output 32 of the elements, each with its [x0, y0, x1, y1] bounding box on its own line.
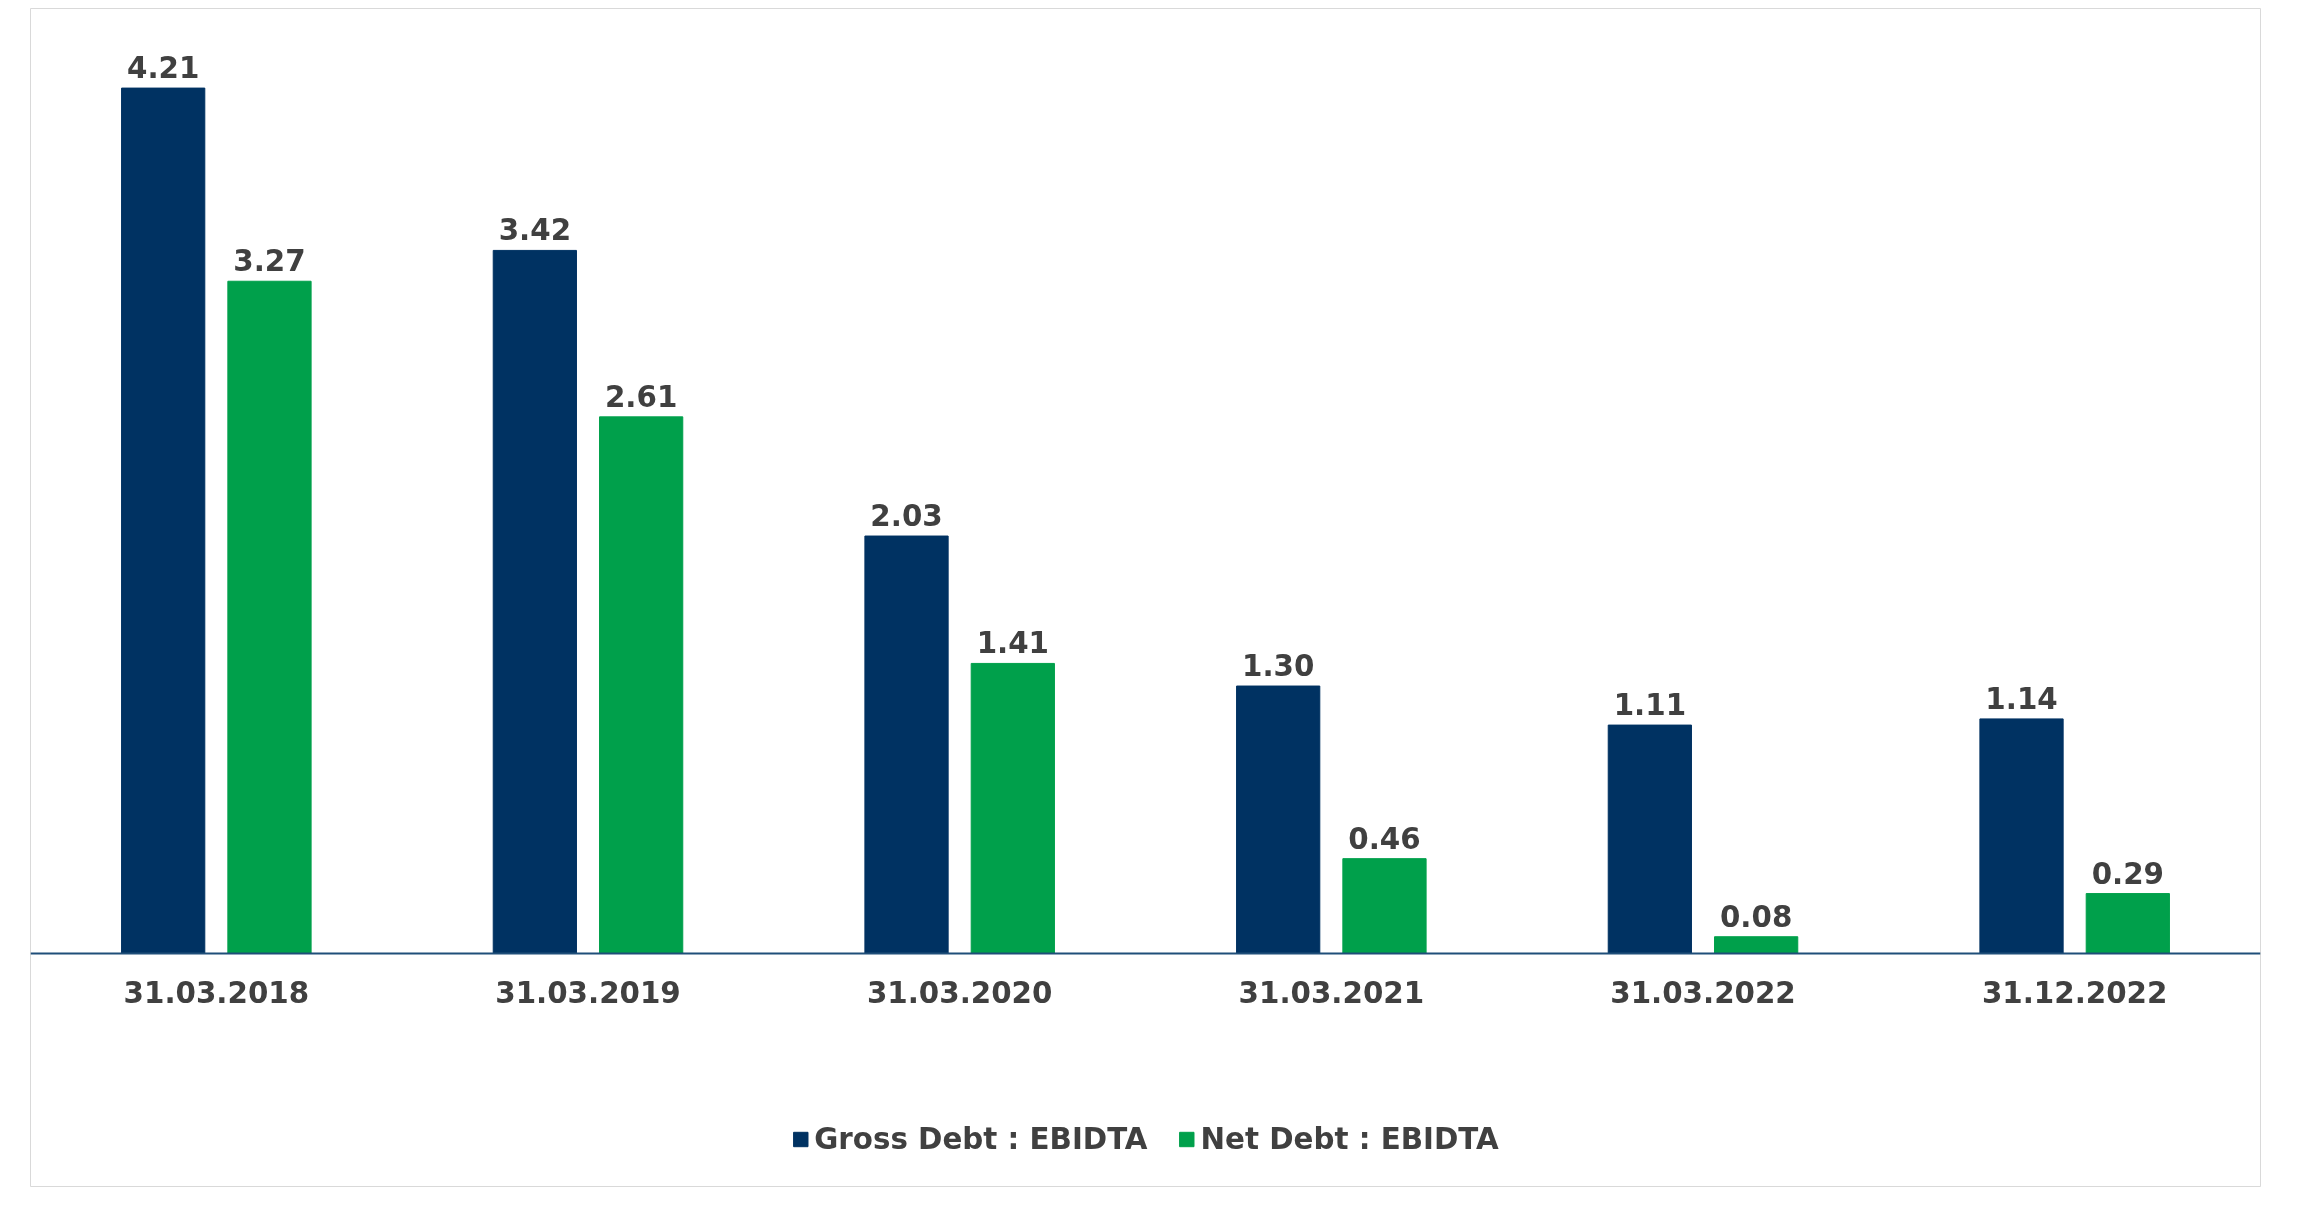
- bar: [1342, 858, 1427, 954]
- data-label: 0.08: [1719, 899, 1793, 934]
- bar: [1979, 718, 2064, 954]
- x-tick-label: 31.03.2018: [123, 976, 310, 1011]
- legend-label: Net Debt : EBIDTA: [1200, 1122, 1499, 1156]
- legend-label: Gross Debt : EBIDTA: [814, 1122, 1148, 1156]
- x-tick-label: 31.03.2020: [866, 976, 1053, 1011]
- x-tick-label: 31.03.2022: [1610, 976, 1796, 1011]
- bar: [599, 416, 684, 954]
- data-label: 1.14: [1985, 681, 2058, 716]
- data-label: 2.61: [604, 379, 678, 414]
- bar: [121, 87, 206, 954]
- data-label: 1.30: [1242, 649, 1315, 684]
- data-label: 3.42: [498, 213, 572, 248]
- data-label: 0.46: [1348, 821, 1421, 856]
- x-tick-label: 31.12.2022: [1981, 976, 2168, 1011]
- bar: [1714, 936, 1799, 954]
- bar: [1607, 724, 1692, 954]
- bar: [864, 535, 949, 954]
- x-tick-label: 31.03.2021: [1238, 976, 1425, 1011]
- data-label: 2.03: [870, 499, 943, 534]
- data-label: 1.41: [976, 626, 1050, 661]
- data-label: 1.11: [1613, 688, 1687, 723]
- bar: [227, 280, 312, 954]
- data-label: 0.29: [2091, 856, 2165, 891]
- x-tick-label: 31.03.2019: [495, 976, 681, 1011]
- bar: [2085, 893, 2170, 954]
- data-label: 3.27: [233, 244, 306, 279]
- data-label: 4.21: [127, 51, 200, 86]
- bar: [970, 662, 1055, 954]
- bar: [492, 249, 577, 954]
- bar: [1236, 685, 1321, 954]
